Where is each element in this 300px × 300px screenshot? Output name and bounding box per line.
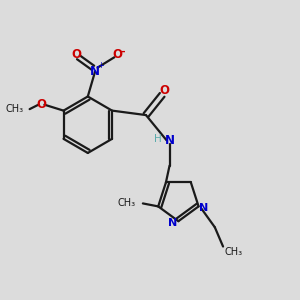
Text: CH₃: CH₃ (224, 247, 243, 257)
Text: H: H (154, 134, 162, 144)
Text: O: O (112, 48, 122, 62)
Text: O: O (160, 84, 170, 97)
Text: N: N (169, 218, 178, 228)
Text: N: N (90, 65, 100, 78)
Text: CH₃: CH₃ (6, 104, 24, 114)
Text: CH₃: CH₃ (118, 198, 136, 208)
Text: O: O (36, 98, 46, 111)
Text: N: N (199, 203, 208, 213)
Text: O: O (71, 48, 81, 62)
Text: -: - (120, 46, 124, 56)
Text: N: N (164, 134, 175, 147)
Text: +: + (97, 61, 104, 70)
